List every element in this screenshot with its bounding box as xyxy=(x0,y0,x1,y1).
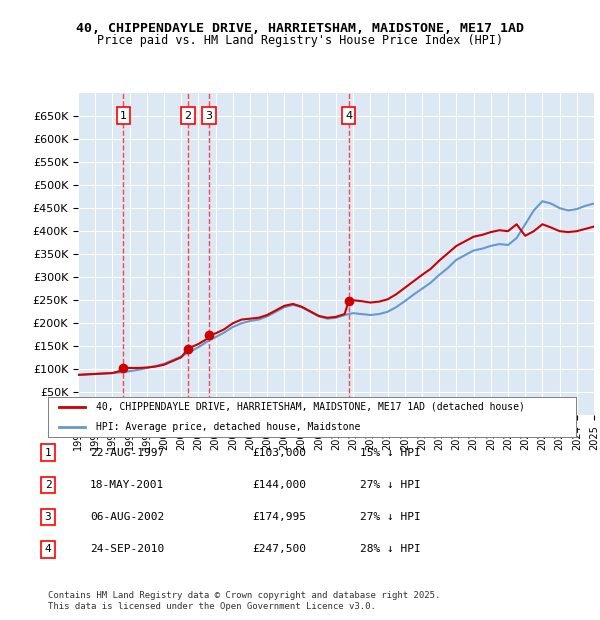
Text: 4: 4 xyxy=(345,110,352,120)
Text: 18-MAY-2001: 18-MAY-2001 xyxy=(90,480,164,490)
Text: 4: 4 xyxy=(44,544,52,554)
Text: 22-AUG-1997: 22-AUG-1997 xyxy=(90,448,164,458)
Text: HPI: Average price, detached house, Maidstone: HPI: Average price, detached house, Maid… xyxy=(95,422,360,432)
Text: £247,500: £247,500 xyxy=(252,544,306,554)
Text: Price paid vs. HM Land Registry's House Price Index (HPI): Price paid vs. HM Land Registry's House … xyxy=(97,34,503,47)
Text: 40, CHIPPENDAYLE DRIVE, HARRIETSHAM, MAIDSTONE, ME17 1AD: 40, CHIPPENDAYLE DRIVE, HARRIETSHAM, MAI… xyxy=(76,22,524,35)
Text: £103,000: £103,000 xyxy=(252,448,306,458)
Text: 27% ↓ HPI: 27% ↓ HPI xyxy=(360,480,421,490)
Text: 28% ↓ HPI: 28% ↓ HPI xyxy=(360,544,421,554)
Text: 1: 1 xyxy=(120,110,127,120)
Text: 24-SEP-2010: 24-SEP-2010 xyxy=(90,544,164,554)
Text: £144,000: £144,000 xyxy=(252,480,306,490)
Text: 1: 1 xyxy=(44,448,52,458)
Text: £174,995: £174,995 xyxy=(252,512,306,522)
Text: 27% ↓ HPI: 27% ↓ HPI xyxy=(360,512,421,522)
Text: 2: 2 xyxy=(44,480,52,490)
Text: 15% ↓ HPI: 15% ↓ HPI xyxy=(360,448,421,458)
Text: 3: 3 xyxy=(205,110,212,120)
Text: Contains HM Land Registry data © Crown copyright and database right 2025.
This d: Contains HM Land Registry data © Crown c… xyxy=(48,591,440,611)
Text: 2: 2 xyxy=(184,110,191,120)
Text: 40, CHIPPENDAYLE DRIVE, HARRIETSHAM, MAIDSTONE, ME17 1AD (detached house): 40, CHIPPENDAYLE DRIVE, HARRIETSHAM, MAI… xyxy=(95,402,524,412)
Text: 3: 3 xyxy=(44,512,52,522)
Text: 06-AUG-2002: 06-AUG-2002 xyxy=(90,512,164,522)
